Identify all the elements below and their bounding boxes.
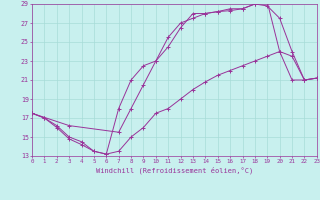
X-axis label: Windchill (Refroidissement éolien,°C): Windchill (Refroidissement éolien,°C) bbox=[96, 166, 253, 174]
